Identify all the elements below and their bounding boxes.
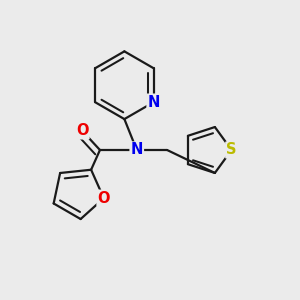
Text: O: O: [76, 123, 88, 138]
Text: O: O: [98, 191, 110, 206]
Text: S: S: [226, 142, 237, 158]
Text: N: N: [130, 142, 143, 158]
Text: N: N: [148, 95, 160, 110]
